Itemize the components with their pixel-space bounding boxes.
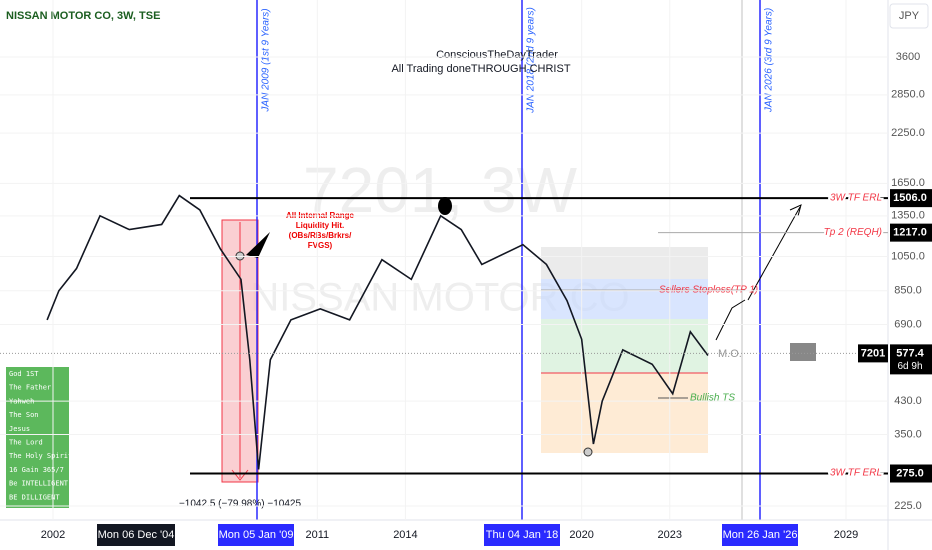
price-tag-label: 577.4 bbox=[896, 347, 924, 359]
date-label: Mon 26 Jan '26 bbox=[723, 529, 798, 541]
author: ConsciousTheDayTrader bbox=[436, 49, 558, 61]
note: (OBs/RBs/Brkrs/ bbox=[289, 231, 352, 240]
price-tag bbox=[890, 189, 932, 208]
mo-box bbox=[790, 343, 816, 361]
mo-label: M.O. bbox=[718, 348, 742, 360]
projection bbox=[715, 299, 746, 341]
level-label: 3W TF ERL bbox=[830, 468, 882, 479]
zone bbox=[541, 279, 708, 319]
note-line: The Father bbox=[9, 384, 51, 392]
projection bbox=[789, 204, 802, 217]
zone bbox=[541, 319, 708, 373]
cycle-label: JAN 2026 (3rd 9 Years) bbox=[764, 8, 775, 113]
price-tick-label: 1650.0 bbox=[891, 177, 925, 189]
zone bbox=[541, 373, 708, 453]
price-tick-label: 2250.0 bbox=[891, 127, 925, 139]
countdown: 6d 9h bbox=[897, 361, 922, 372]
note-line: God 1ST bbox=[9, 370, 39, 378]
zone bbox=[541, 247, 708, 279]
note-line: Jesus bbox=[9, 425, 30, 433]
measure-label: −1042.5 (−79.98%) −10425 bbox=[179, 499, 301, 510]
note-line: The Son bbox=[9, 411, 39, 419]
cycle-label: JAN 2009 (1st 9 Years) bbox=[261, 8, 272, 112]
date-highlight bbox=[218, 524, 294, 546]
projection bbox=[747, 206, 801, 301]
note-line: 16 Gain 365/7 bbox=[9, 466, 64, 474]
price-tick-label: 430.0 bbox=[894, 395, 922, 407]
note-line: The Holy Spirit bbox=[9, 452, 72, 460]
price-tag bbox=[890, 223, 932, 242]
date-label: Thu 04 Jan '18 bbox=[486, 529, 558, 541]
symbol-label: 7201 bbox=[861, 347, 885, 359]
date-highlight bbox=[484, 524, 560, 546]
date-highlight bbox=[97, 524, 175, 546]
price-tick-label: 350.0 bbox=[894, 428, 922, 440]
watermark: 7201, 3W bbox=[303, 154, 578, 226]
price-tick-label: 1350.0 bbox=[891, 210, 925, 222]
marker bbox=[583, 447, 593, 457]
chart-title: NISSAN MOTOR CO, 3W, TSE bbox=[6, 10, 160, 22]
price-tick-label: 850.0 bbox=[894, 285, 922, 297]
note: Liquidity Hit. bbox=[296, 221, 344, 230]
price-tag-label: 1506.0 bbox=[893, 192, 927, 204]
currency-button[interactable] bbox=[889, 3, 929, 29]
date-label: Mon 06 Dec '04 bbox=[98, 529, 175, 541]
arrow bbox=[246, 232, 270, 258]
price-tick-label: 3600 bbox=[896, 51, 920, 63]
time-tick-label: 2023 bbox=[658, 529, 682, 541]
cycle-label: JAN 2018 (2nd 9 years) bbox=[526, 7, 537, 114]
price-tag-label: 275.0 bbox=[896, 467, 924, 479]
time-tick-label: 2020 bbox=[569, 529, 593, 541]
note-line: BE DILLIGENT bbox=[9, 493, 60, 501]
date-highlight bbox=[722, 524, 798, 546]
price-tick-label: 225.0 bbox=[894, 500, 922, 512]
level-note: Sellers Stoploss(TP 1) bbox=[659, 285, 758, 296]
currency[interactable]: JPY bbox=[899, 10, 920, 22]
time-tick-label: 2029 bbox=[834, 529, 858, 541]
note-box bbox=[6, 367, 69, 508]
price-tag bbox=[890, 344, 932, 375]
price-tag bbox=[890, 464, 932, 483]
price-tick-label: 690.0 bbox=[894, 318, 922, 330]
level-label: Tp 2 (REQH) bbox=[824, 227, 882, 238]
level-note: Bullish TS bbox=[690, 393, 735, 404]
symbol-tag bbox=[858, 344, 888, 363]
marker bbox=[235, 251, 245, 261]
date-label: Mon 05 Jan '09 bbox=[219, 529, 294, 541]
motto: All Trading doneTHROUGH CHRIST bbox=[391, 63, 570, 75]
marker bbox=[438, 197, 452, 215]
time-tick-label: 2014 bbox=[393, 529, 417, 541]
level-label: 3W TF ERL bbox=[830, 192, 882, 203]
note-line: Be INTELLIGENT bbox=[9, 480, 69, 488]
price-tag-label: 1217.0 bbox=[893, 227, 927, 239]
price-tick-label: 2850.0 bbox=[891, 89, 925, 101]
price-line bbox=[46, 194, 709, 470]
note: FVGS) bbox=[308, 241, 333, 250]
time-tick-label: 2002 bbox=[41, 529, 65, 541]
time-tick-label: 2011 bbox=[306, 529, 330, 541]
note-line: The Lord bbox=[9, 439, 43, 447]
price-tick-label: 1050.0 bbox=[891, 250, 925, 262]
